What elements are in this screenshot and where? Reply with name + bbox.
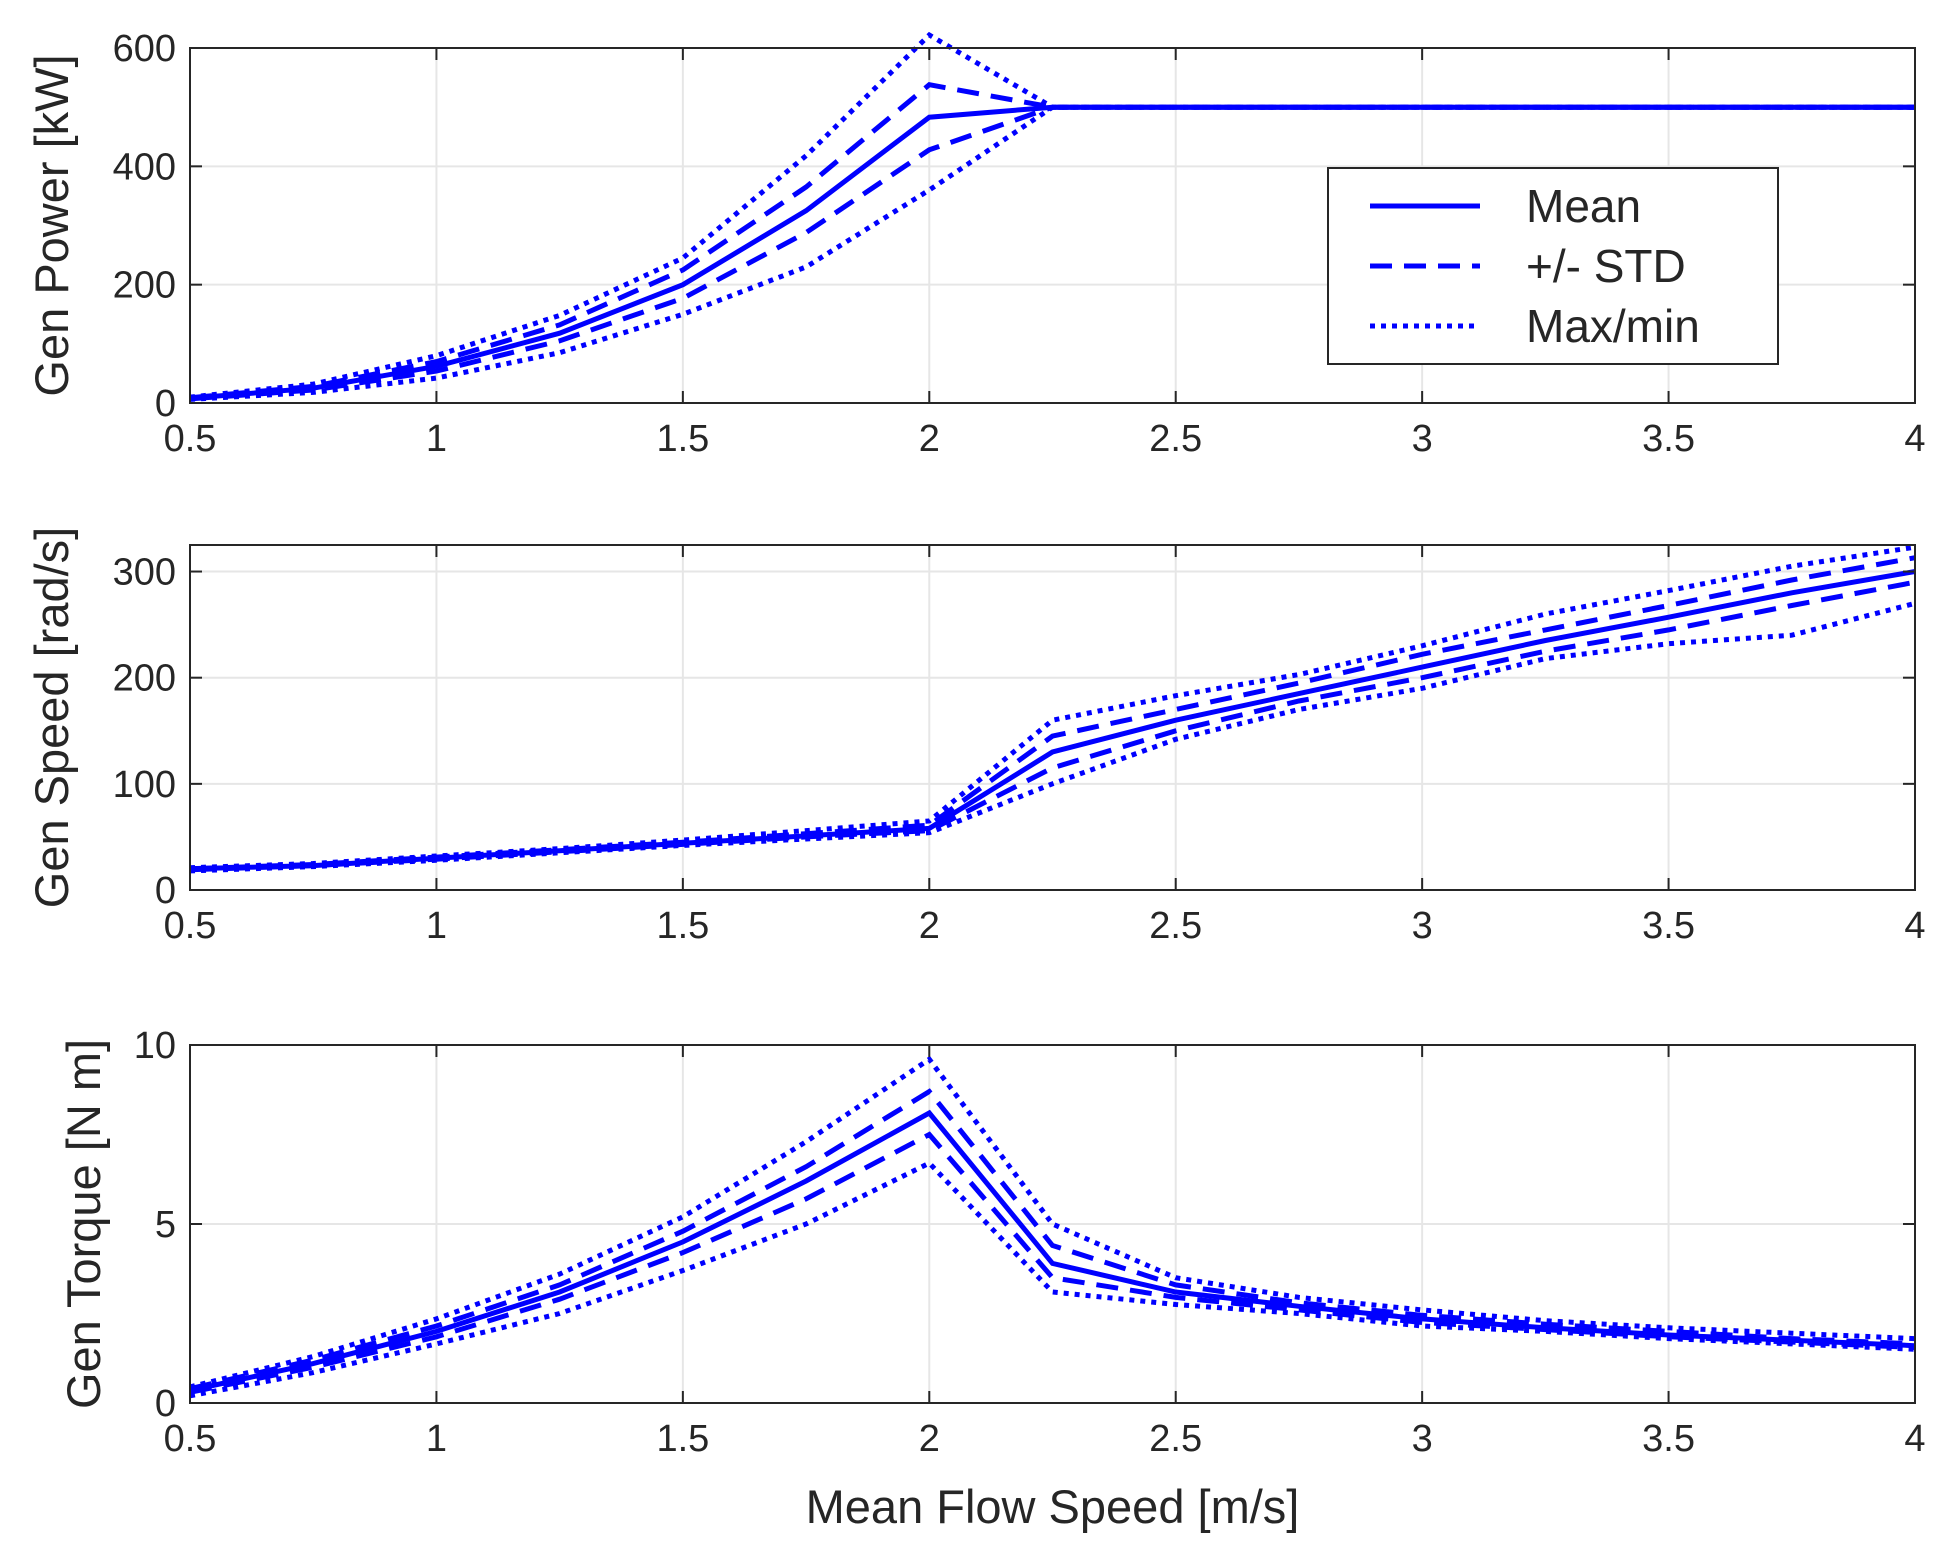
x-tick-label: 3 bbox=[1412, 905, 1433, 947]
x-tick-label: 3 bbox=[1412, 1418, 1433, 1460]
x-tick-label: 1 bbox=[426, 1418, 447, 1460]
x-tick-label: 2 bbox=[919, 418, 940, 460]
y-axis-label: Gen Torque [N m] bbox=[57, 1039, 110, 1409]
y-tick-label: 0 bbox=[155, 383, 176, 425]
x-tick-label: 4 bbox=[1904, 905, 1925, 947]
y-tick-label: 5 bbox=[155, 1204, 176, 1246]
x-tick-label: 2 bbox=[919, 905, 940, 947]
panel-3: 0.5 1 1.5 2 2.5 3 3.5 4 0 5 10 Gen Torque [N m] Mean… bbox=[57, 1025, 1926, 1533]
series-line-solid bbox=[189, 1109, 1916, 1393]
x-tick-label: 3.5 bbox=[1642, 1418, 1695, 1460]
x-tick-label: 2.5 bbox=[1149, 418, 1202, 460]
x-tick-label: 1.5 bbox=[656, 418, 709, 460]
y-tick-label: 600 bbox=[113, 28, 176, 70]
y-tick-label: 0 bbox=[155, 1383, 176, 1425]
x-tick-label: 1.5 bbox=[656, 1418, 709, 1460]
x-tick-label: 0.5 bbox=[164, 1418, 217, 1460]
axes-box bbox=[189, 47, 1916, 404]
legend-box bbox=[1327, 167, 1779, 365]
series-line-dotted-lower bbox=[189, 600, 1916, 874]
x-tick-label: 3.5 bbox=[1642, 418, 1695, 460]
series-line-dotted bbox=[189, 544, 1916, 871]
y-tick-label: 0 bbox=[155, 870, 176, 912]
x-tick-label: 4 bbox=[1904, 418, 1925, 460]
x-tick-label: 2.5 bbox=[1149, 905, 1202, 947]
x-tick-label: 1.5 bbox=[656, 905, 709, 947]
y-tick-label: 400 bbox=[113, 146, 176, 188]
panel-1: 0.5 1 1.5 2 2.5 3 3.5 4 0 200 400 600 Gen Power [kW]… bbox=[25, 28, 1926, 460]
x-tick-label: 3 bbox=[1412, 418, 1433, 460]
series-line-dotted-lower bbox=[189, 1160, 1916, 1399]
x-tick-label: 2.5 bbox=[1149, 1418, 1202, 1460]
y-tick-label: 100 bbox=[113, 764, 176, 806]
y-tick-label: 10 bbox=[134, 1025, 176, 1067]
series-line-dashed bbox=[189, 1088, 1916, 1392]
series-line-dotted-lower bbox=[189, 104, 1915, 402]
plot-area bbox=[190, 545, 1915, 890]
x-tick-label: 3.5 bbox=[1642, 905, 1695, 947]
y-axis-label: Gen Power [kW] bbox=[25, 54, 78, 396]
legend-label: Mean bbox=[1526, 180, 1641, 232]
y-tick-label: 300 bbox=[113, 552, 176, 594]
legend-label: Max/min bbox=[1526, 300, 1700, 352]
legend-label: +/- STD bbox=[1526, 240, 1686, 292]
x-tick-label: 0.5 bbox=[164, 905, 217, 947]
y-tick-label: 200 bbox=[113, 265, 176, 307]
x-tick-label: 1 bbox=[426, 418, 447, 460]
series-line-dashed bbox=[189, 82, 1915, 401]
y-axis-label: Gen Speed [rad/s] bbox=[25, 527, 78, 908]
y-tick-label: 200 bbox=[113, 658, 176, 700]
x-tick-label: 4 bbox=[1904, 1418, 1925, 1460]
x-tick-label: 2 bbox=[919, 1418, 940, 1460]
legend: Mean +/- STD Max/min bbox=[1327, 167, 1779, 365]
series-line-dotted bbox=[189, 1055, 1916, 1390]
x-tick-label: 0.5 bbox=[164, 418, 217, 460]
x-tick-label: 1 bbox=[426, 905, 447, 947]
panel-2: 0.5 1 1.5 2 2.5 3 3.5 4 0 100 200 300 Gen Speed [rad… bbox=[25, 527, 1926, 947]
x-axis-label: Mean Flow Speed [m/s] bbox=[806, 1480, 1300, 1533]
axes-box bbox=[189, 544, 1916, 891]
